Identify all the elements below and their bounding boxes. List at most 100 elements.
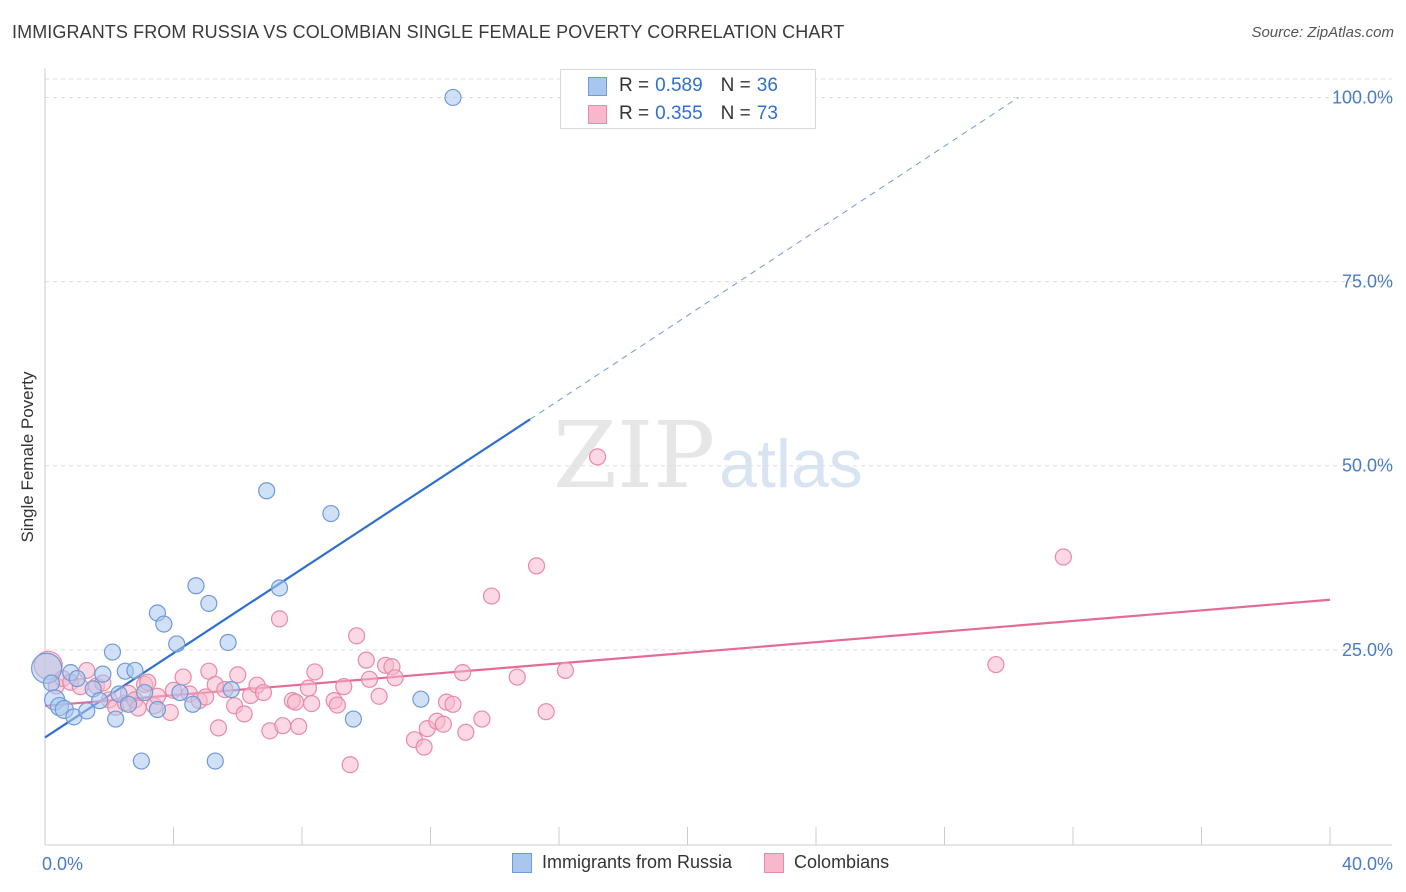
russia-point [219,633,237,652]
y-tick-label-50: 50.0% [1342,456,1393,476]
russia-point [107,710,125,728]
colombians-point [1054,548,1072,566]
russia-point [444,88,462,107]
russia-point [119,695,138,713]
russia-point [200,594,218,613]
watermark-atlas: atlas [719,426,863,502]
colombians-point [348,627,366,645]
colombians-point [415,738,433,756]
legend-n-label: N = [720,75,751,96]
colombians-point [286,693,305,711]
colombians-point [299,679,318,697]
colombians-point [197,688,215,706]
legend-swatch-colombians [588,104,607,124]
legend-swatch-russia [512,852,532,873]
russia-point [168,635,186,653]
y-tick-label-100: 100.0% [1332,87,1393,107]
colombians-point [341,756,359,774]
chart-source: Source: ZipAtlas.com [1251,24,1394,41]
colombians-point [527,557,546,575]
russia-point [344,710,362,728]
colombians-point [454,664,472,682]
russia-point [78,702,96,720]
trend-lines [44,97,1331,739]
series-legend: Immigrants from Russia Colombians [512,852,921,873]
colombians-point [434,715,452,733]
legend-r-value-russia: 0.589 [655,75,703,96]
legend-item-colombians[interactable]: Colombians [764,852,889,873]
colombians-point [270,610,289,628]
x-tick-label-max: 40.0% [1342,854,1393,874]
russia-point [270,579,289,597]
colombians-point [482,587,501,605]
colombians-point [987,655,1005,674]
colombians-point [457,723,475,741]
legend-r-label: R = [619,103,650,124]
russia-point [42,674,61,692]
russia-point [412,690,430,708]
russia-point [126,661,144,680]
russia-point [155,615,173,633]
legend-row-russia: R = 0.589 N = 36 [561,72,796,100]
russia-trend-line [44,418,531,739]
colombians-point [229,666,247,684]
russia-point [135,683,154,702]
colombians-point [386,669,404,687]
legend-row-colombians: R = 0.355 N = 73 [561,100,796,128]
zipatlas-watermark: ZIPatlas [553,402,863,509]
legend-n-value-russia: 36 [756,75,778,96]
russia-point [171,683,189,702]
colombians-point [328,696,346,714]
tick-labels: 25.0% 50.0% 75.0% 100.0% 0.0% 40.0% [42,87,1393,874]
russia-point [184,695,202,713]
legend-label-russia: Immigrants from Russia [542,852,733,872]
grid-lines [45,78,1392,651]
colombians-point [306,663,324,681]
russia-point [258,482,276,500]
colombians-point [360,670,379,688]
russia-point [103,643,122,661]
colombians-point [508,668,526,686]
colombians-point [209,719,228,737]
colombians-point [254,683,273,702]
russia-point [94,665,112,683]
colombians-point [370,687,388,705]
y-axis-label: Single Female Poverty [18,371,37,543]
colombians-point [274,717,292,735]
russia-point [68,669,86,688]
chart-title: IMMIGRANTS FROM RUSSIA VS COLOMBIAN SING… [12,22,845,42]
colombians-point [290,717,308,736]
russia-point [322,504,340,523]
x-tick-label-min: 0.0% [42,854,83,874]
legend-label-colombians: Colombians [794,852,890,872]
axes [44,68,1392,846]
russia-point [132,752,150,770]
correlation-legend: R = 0.589 N = 36 R = 0.355 N = 73 [560,69,816,129]
russia-point [148,700,167,719]
colombians-point [235,705,253,723]
legend-swatch-colombians [764,852,785,873]
colombians-point [473,710,491,728]
y-tick-label-25: 25.0% [1342,640,1393,660]
russia-trend-extension [529,97,1019,420]
legend-n-value-colombians: 73 [756,103,778,124]
russia-point [206,752,224,770]
russia-point [91,692,109,710]
colombians-point [174,668,192,686]
watermark-zip: ZIP [553,402,716,509]
colombians-point [556,661,575,680]
colombians-point [303,694,321,713]
data-points [31,88,1072,774]
legend-r-value-colombians: 0.355 [655,103,703,124]
legend-r-label: R = [619,75,650,96]
colombians-point [537,703,555,721]
y-tick-label-75: 75.0% [1342,272,1393,292]
colombians-point [335,678,353,696]
legend-n-label: N = [720,103,751,124]
legend-item-russia[interactable]: Immigrants from Russia [512,852,732,873]
colombians-point [588,448,607,466]
legend-swatch-russia [588,76,607,96]
colombians-point [357,651,375,669]
russia-point [187,577,205,595]
